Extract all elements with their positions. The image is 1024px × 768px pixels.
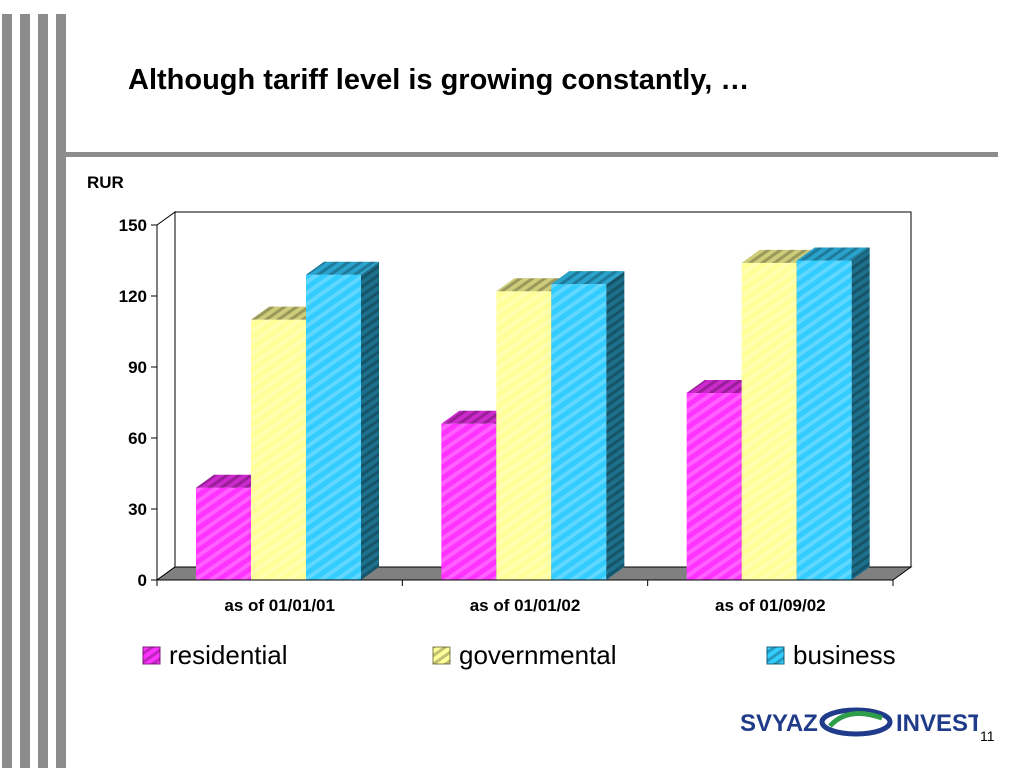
legend-item-governmental: governmental [432, 640, 617, 670]
y-tick-label: 60 [128, 429, 147, 448]
x-category-label: as of 01/01/02 [470, 596, 581, 615]
bar-business-2 [551, 271, 625, 580]
page-number: 11 [980, 728, 995, 744]
logo-right-text: INVEST [896, 710, 978, 737]
legend-item-residential: residential [142, 640, 288, 670]
logo-emblem-icon [819, 707, 893, 737]
x-category-label: as of 01/01/01 [224, 596, 335, 615]
x-category-label: as of 01/09/02 [715, 596, 826, 615]
y-tick-label: 150 [119, 216, 147, 235]
y-unit-label: RUR [87, 173, 124, 192]
y-tick-label: 30 [128, 500, 147, 519]
y-tick-label: 90 [128, 358, 147, 377]
chart-side-wall [156, 211, 176, 581]
y-tick-label: 120 [119, 287, 147, 306]
title-divider [64, 152, 998, 157]
legend-label: business [793, 640, 896, 670]
bar-business-1 [306, 261, 379, 580]
decorative-side-stripes [0, 0, 70, 768]
svyaz-invest-logo: SVYAZ INVEST [740, 707, 978, 737]
logo-left-text: SVYAZ [740, 710, 818, 737]
legend-label: residential [169, 640, 288, 670]
legend-label: governmental [459, 640, 617, 670]
y-tick-label: 0 [138, 571, 147, 590]
legend-item-business: business [766, 640, 896, 670]
slide-title: Although tariff level is growing constan… [128, 64, 750, 96]
bar-business-3 [796, 247, 870, 580]
